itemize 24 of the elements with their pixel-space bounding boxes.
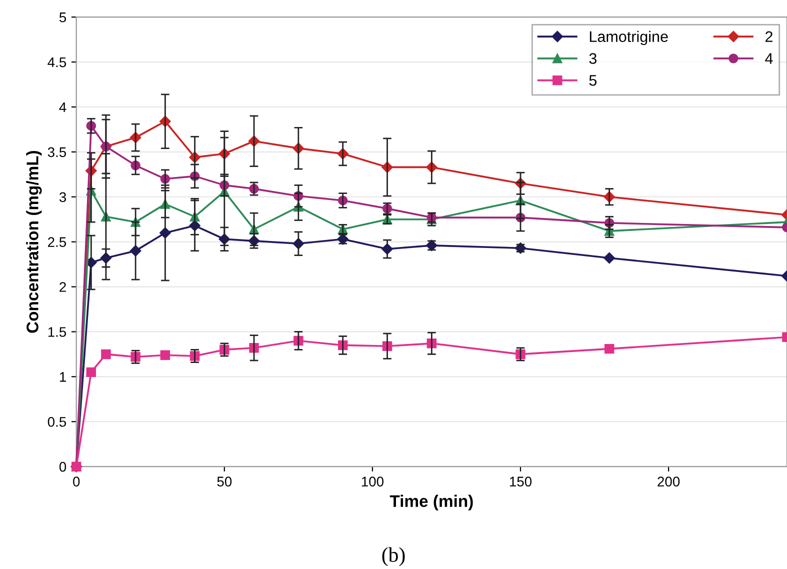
y-tick-label: 0.5 — [48, 416, 66, 427]
y-tick-label: 3.5 — [48, 147, 66, 158]
text: (b) — [382, 547, 405, 566]
y-tick-label: 3 — [59, 192, 66, 202]
x-tick-label: 50 — [217, 476, 232, 487]
y-tick-label: 4.5 — [48, 58, 66, 68]
x-tick-label: 150 — [510, 476, 532, 487]
legend-label: 5 — [589, 75, 597, 86]
y-tick-label: 1.5 — [48, 327, 66, 337]
y-tick-label: 2 — [60, 282, 66, 292]
legend-label: Lamotrigine — [590, 30, 668, 46]
x-tick-label: 0 — [73, 476, 80, 487]
legend-label: 3 — [589, 53, 597, 64]
x-tick-label: 100 — [362, 476, 384, 487]
y-tick-label: 5 — [59, 12, 66, 22]
legend-label: 4 — [765, 53, 773, 64]
y-tick-label: 4 — [59, 102, 66, 112]
y-tick-label: 2.5 — [48, 237, 66, 247]
y-tick-label: 0 — [59, 462, 66, 472]
y-axis-title: Concentration (mg/mL) — [26, 150, 42, 333]
x-axis-title: Time (min) — [390, 494, 473, 510]
y-tick-label: 1 — [60, 372, 66, 382]
x-tick-label: 200 — [658, 476, 680, 487]
legend-label: 2 — [766, 31, 772, 42]
